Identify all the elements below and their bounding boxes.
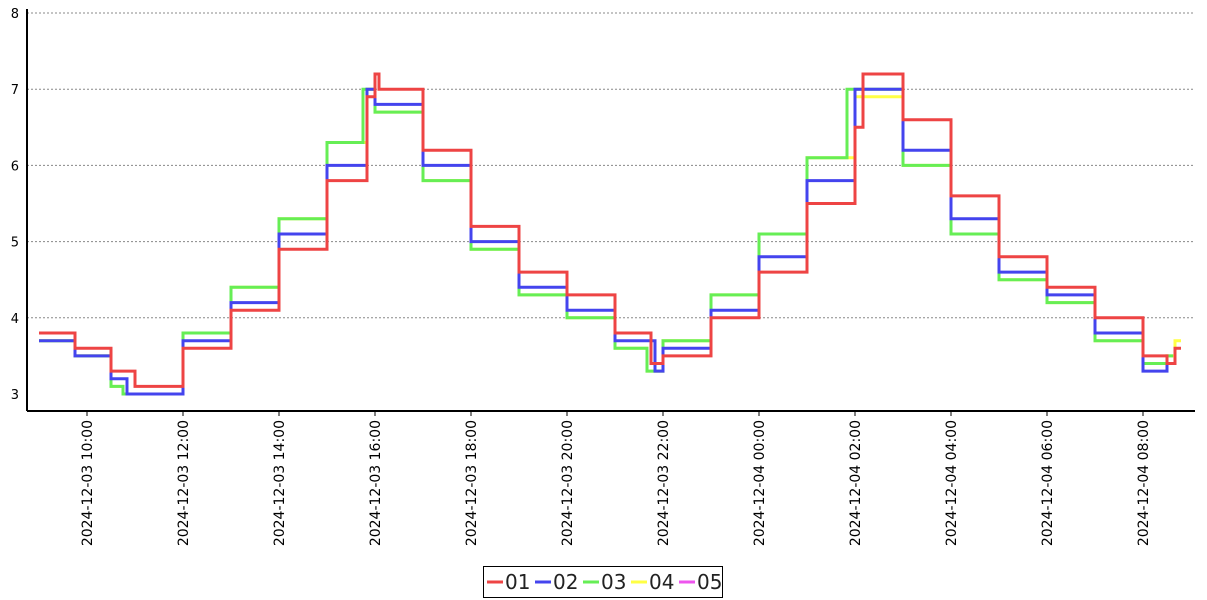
x-tick-label: 2024-12-03 12:00: [176, 420, 192, 546]
x-tick-label: 2024-12-03 14:00: [272, 420, 288, 546]
legend-label: 04: [649, 570, 674, 594]
y-tick-label: 4: [11, 312, 19, 327]
x-tick-label: 2024-12-03 16:00: [368, 420, 384, 546]
legend-label: 05: [697, 570, 722, 594]
x-tick-label: 2024-12-04 00:00: [752, 420, 768, 546]
x-tick-label: 2024-12-04 08:00: [1136, 420, 1152, 546]
legend-item-02[interactable]: 02: [535, 570, 578, 594]
axes: [26, 9, 1195, 412]
y-tick-label: 8: [11, 7, 19, 22]
y-tick-label: 5: [11, 236, 19, 251]
x-tick-label: 2024-12-04 02:00: [848, 420, 864, 546]
y-tick-label: 3: [11, 388, 19, 403]
x-tick-label: 2024-12-03 18:00: [464, 420, 480, 546]
x-tick-label: 2024-12-04 06:00: [1040, 420, 1056, 546]
legend[interactable]: 01 02 03 04 05: [483, 566, 723, 598]
x-axis-ticks: 2024-12-03 10:00 2024-12-03 12:00 2024-12-…: [80, 411, 1152, 546]
legend-item-05[interactable]: 05: [679, 570, 722, 594]
y-axis-ticks: 3 4 5 6 7 8: [11, 7, 19, 403]
legend-item-01[interactable]: 01: [487, 570, 530, 594]
series-line-01: [39, 72, 1181, 388]
x-tick-label: 2024-12-03 20:00: [560, 420, 576, 546]
legend-label: 03: [601, 570, 626, 594]
series-lines: [39, 72, 1181, 396]
y-tick-label: 7: [11, 83, 19, 98]
legend-item-03[interactable]: 03: [583, 570, 626, 594]
legend-item-04[interactable]: 04: [631, 570, 674, 594]
x-tick-label: 2024-12-04 04:00: [944, 420, 960, 546]
legend-label: 02: [553, 570, 578, 594]
x-tick-label: 2024-12-03 22:00: [656, 420, 672, 546]
legend-label: 01: [505, 570, 530, 594]
y-tick-label: 6: [11, 159, 19, 174]
x-tick-label: 2024-12-03 10:00: [80, 420, 96, 546]
